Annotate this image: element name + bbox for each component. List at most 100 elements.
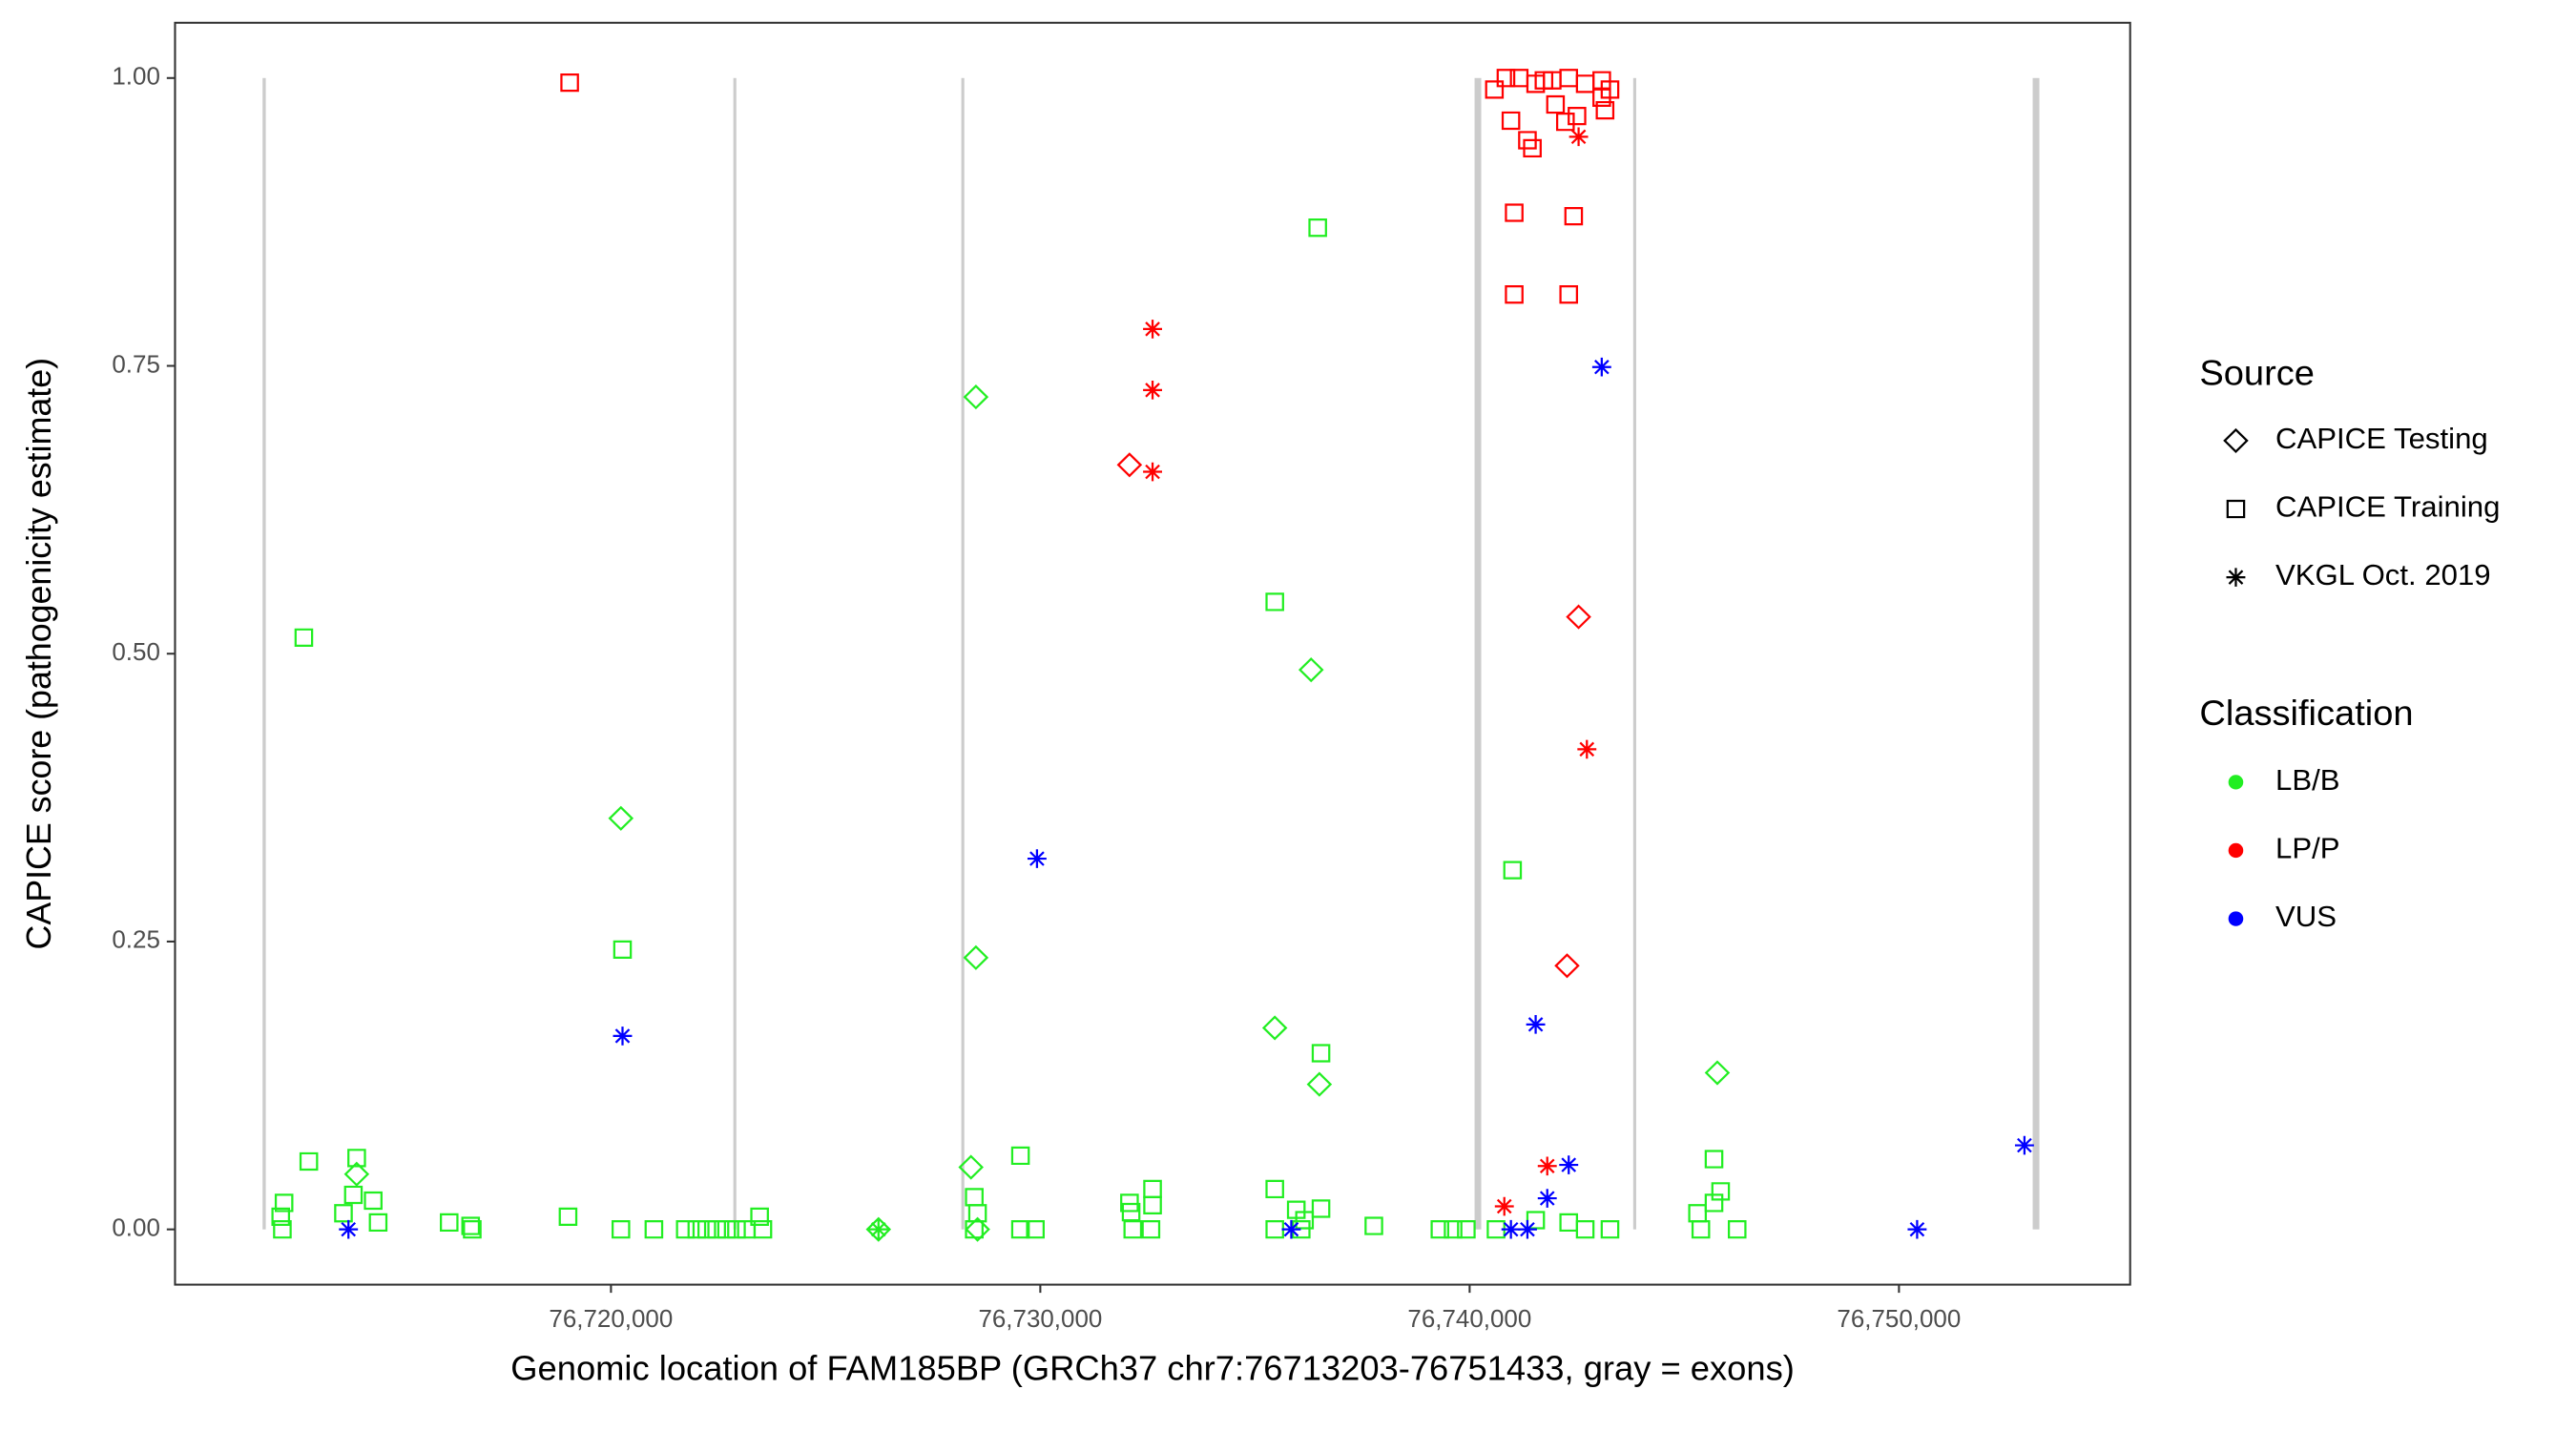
data-point bbox=[1518, 131, 1537, 150]
data-point bbox=[1494, 1196, 1514, 1216]
point-layer bbox=[271, 69, 2034, 1242]
data-point bbox=[1564, 206, 1584, 226]
data-point bbox=[1265, 592, 1284, 612]
data-point bbox=[273, 1220, 292, 1239]
data-point bbox=[1559, 1155, 1579, 1174]
data-point bbox=[1727, 1220, 1747, 1239]
data-point bbox=[1364, 1216, 1383, 1235]
data-point bbox=[612, 1220, 631, 1239]
data-point bbox=[1298, 657, 1324, 683]
x-tick-label: 76,740,000 bbox=[1407, 1306, 1531, 1333]
data-point bbox=[364, 1191, 383, 1211]
legend-symbol bbox=[2226, 568, 2246, 587]
data-point bbox=[1501, 111, 1521, 131]
data-point bbox=[299, 1151, 319, 1172]
data-point bbox=[1143, 320, 1163, 339]
legend-symbol bbox=[2226, 499, 2246, 519]
data-point bbox=[1286, 1200, 1306, 1219]
legend-title: Classification bbox=[2199, 694, 2413, 734]
data-point bbox=[1907, 1219, 1927, 1239]
legend-label: VUS bbox=[2275, 900, 2337, 933]
legend-label: CAPICE Testing bbox=[2275, 422, 2488, 455]
legend-symbol bbox=[2228, 842, 2244, 859]
data-point bbox=[1457, 1220, 1476, 1239]
data-point bbox=[644, 1220, 664, 1239]
data-point bbox=[1568, 106, 1587, 126]
x-tick-label: 76,730,000 bbox=[978, 1306, 1102, 1333]
data-point bbox=[1534, 71, 1554, 90]
data-point bbox=[1281, 1219, 1301, 1239]
data-point bbox=[368, 1213, 388, 1233]
data-point bbox=[1526, 74, 1546, 93]
exon bbox=[2032, 77, 2040, 1230]
data-point bbox=[1591, 357, 1611, 377]
legend-label: CAPICE Training bbox=[2275, 490, 2500, 524]
data-point bbox=[958, 1154, 984, 1180]
data-point bbox=[343, 1185, 364, 1205]
data-point bbox=[613, 1027, 633, 1046]
data-point bbox=[1141, 1220, 1161, 1239]
data-point bbox=[1592, 88, 1611, 107]
data-point bbox=[868, 1219, 888, 1239]
data-point bbox=[1116, 452, 1143, 478]
data-point bbox=[294, 628, 314, 647]
data-point bbox=[1505, 285, 1524, 304]
data-point bbox=[1261, 1015, 1288, 1041]
exon bbox=[262, 77, 266, 1230]
y-tick-label: 1.00 bbox=[112, 64, 160, 91]
legend: Source CAPICE Testing CAPICE Training VKGL … bbox=[2199, 354, 2500, 933]
exon bbox=[733, 77, 737, 1230]
legend-label: VKGL Oct. 2019 bbox=[2275, 558, 2491, 591]
legend-symbol bbox=[2223, 427, 2249, 454]
data-point bbox=[1311, 1044, 1331, 1063]
data-point bbox=[1704, 1193, 1724, 1213]
data-point bbox=[2014, 1135, 2034, 1155]
legend-title: Source bbox=[2199, 354, 2315, 394]
data-point bbox=[1308, 218, 1327, 238]
data-point bbox=[1577, 739, 1597, 759]
y-tick-label: 0.00 bbox=[112, 1215, 160, 1242]
data-point bbox=[1265, 1179, 1284, 1199]
data-point bbox=[753, 1220, 773, 1239]
data-point bbox=[608, 805, 634, 831]
data-point bbox=[1517, 1219, 1537, 1239]
data-point bbox=[1554, 953, 1580, 979]
axes: 0.00 0.25 0.50 0.75 1.00 76,720,000 76,730,000… bbox=[112, 64, 1961, 1333]
data-point bbox=[963, 384, 989, 410]
data-point bbox=[1486, 1220, 1506, 1239]
data-point bbox=[1143, 381, 1163, 400]
data-point bbox=[1600, 80, 1620, 99]
data-point bbox=[965, 1216, 990, 1242]
data-point bbox=[339, 1219, 359, 1239]
data-point bbox=[1143, 462, 1163, 482]
x-tick-label: 76,720,000 bbox=[549, 1306, 673, 1333]
data-point bbox=[1559, 285, 1579, 304]
data-point bbox=[963, 944, 989, 970]
legend-symbol bbox=[2228, 775, 2244, 790]
data-point bbox=[1120, 1193, 1139, 1213]
data-point bbox=[1566, 604, 1591, 630]
x-tick-label: 76,750,000 bbox=[1837, 1306, 1961, 1333]
data-point bbox=[1568, 127, 1589, 147]
data-point bbox=[271, 1207, 291, 1227]
data-point bbox=[347, 1149, 366, 1168]
data-point bbox=[1523, 138, 1542, 158]
data-point bbox=[1010, 1146, 1030, 1166]
data-point bbox=[1265, 1220, 1284, 1239]
data-point bbox=[1026, 1220, 1045, 1239]
data-point bbox=[1600, 1220, 1620, 1239]
data-point bbox=[865, 1216, 892, 1242]
legend-label: LB/B bbox=[2275, 763, 2340, 797]
exon-layer bbox=[262, 77, 2040, 1230]
data-point bbox=[1501, 1219, 1521, 1239]
y-axis-title: CAPICE score (pathogenicity estimate) bbox=[19, 358, 58, 950]
data-point bbox=[1537, 1189, 1557, 1208]
data-point bbox=[1027, 849, 1047, 868]
data-point bbox=[1543, 71, 1562, 90]
data-point bbox=[1595, 100, 1615, 120]
data-point bbox=[1704, 1150, 1724, 1169]
exon bbox=[961, 77, 965, 1230]
